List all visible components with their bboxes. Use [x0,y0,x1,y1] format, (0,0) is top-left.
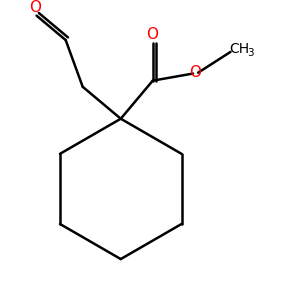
Text: O: O [146,27,158,42]
Text: 3: 3 [247,48,253,58]
Text: O: O [29,0,41,15]
Text: CH: CH [229,42,249,56]
Text: O: O [189,65,201,80]
